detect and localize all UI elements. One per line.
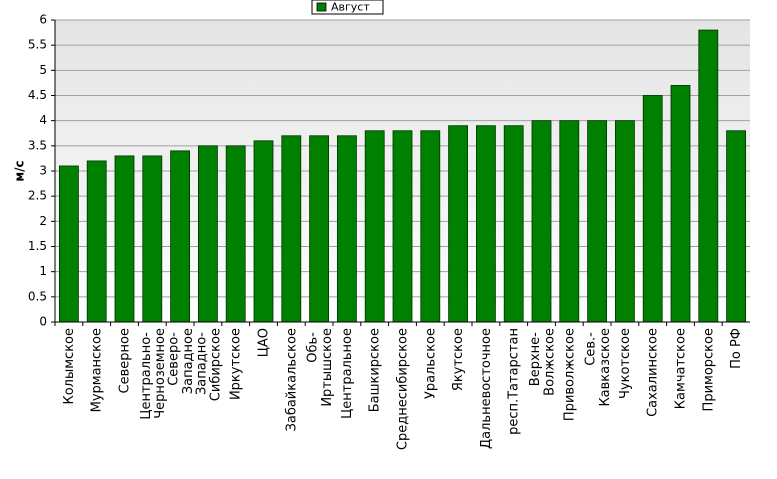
bar: [114, 155, 135, 323]
bar: [170, 150, 191, 323]
x-tick-label: Чукотское: [618, 328, 633, 399]
y-tick-label: 0: [39, 315, 47, 329]
x-tick-label: Центральное: [340, 328, 355, 419]
y-tick-label: 1: [39, 264, 47, 278]
bar: [142, 155, 163, 323]
y-tick-label: 3: [39, 164, 47, 178]
bar: [225, 145, 246, 323]
bar: [336, 135, 357, 323]
y-tick-label: 6: [39, 13, 47, 27]
bar: [698, 29, 719, 323]
bar: [670, 85, 691, 323]
x-tick-label: Сев.- Кавказское: [584, 328, 613, 407]
x-tick-label: Колымское: [62, 328, 77, 405]
x-tick-label: Среднесибирское: [396, 328, 411, 450]
x-tick-label: Дальневосточное: [479, 328, 494, 449]
x-tick-label: Западно- Сибирское: [194, 328, 223, 401]
y-tick-label: 1.5: [28, 239, 47, 253]
bar: [615, 120, 635, 323]
x-tick-label: Забайкальское: [284, 328, 299, 431]
y-tick-label: 3.5: [28, 138, 47, 152]
bar: [309, 135, 330, 323]
x-tick-label: Башкирское: [368, 328, 383, 412]
y-tick-label: 4: [39, 113, 47, 127]
bar: [59, 165, 79, 323]
x-tick-label: Иркутское: [229, 328, 244, 400]
legend-label: Август: [331, 1, 370, 14]
y-tick-label: 2.5: [28, 189, 47, 203]
x-tick-label: Приморское: [701, 328, 716, 411]
bar: [281, 135, 302, 323]
bar: [448, 125, 469, 323]
x-tick-label: Северное: [118, 328, 133, 393]
legend-swatch: [316, 2, 327, 12]
x-tick-label: Сахалинское: [646, 328, 661, 417]
bar: [392, 130, 413, 323]
x-tick-label: Камчатское: [674, 328, 689, 409]
bar: [364, 130, 385, 323]
y-tick-label: 2: [39, 214, 47, 228]
y-tick-label: 5.5: [28, 38, 47, 52]
x-tick-label: Центрально- Черноземное: [139, 328, 168, 420]
bar: [503, 125, 524, 323]
legend: Август: [311, 0, 384, 15]
bar: [197, 145, 218, 323]
bar: [587, 120, 607, 323]
x-tick-label: Северо- Западное: [167, 328, 196, 394]
x-tick-label: Якутское: [451, 328, 466, 391]
bar: [253, 140, 274, 323]
x-tick-label: Обь- Иртышское: [306, 328, 335, 407]
bar: [531, 120, 552, 323]
bar: [726, 130, 746, 323]
bar: [86, 160, 107, 323]
y-tick-label: 0.5: [28, 289, 47, 303]
x-tick-label: Мурманское: [90, 328, 105, 412]
y-tick-label: 4.5: [28, 88, 47, 102]
y-tick-label: 5: [39, 63, 47, 77]
x-tick-label: ЦАО: [257, 328, 272, 357]
bar: [642, 95, 663, 323]
x-tick-label: Приволжское: [562, 328, 577, 421]
x-tick-label: По РФ: [729, 328, 744, 369]
bar: [475, 125, 496, 323]
bar: [559, 120, 580, 323]
x-tick-label: респ.Татарстан: [507, 328, 522, 435]
bar: [420, 130, 441, 323]
x-tick-label: Верхне- Волжское: [528, 328, 557, 396]
y-axis-label: м/с: [13, 160, 27, 181]
legend-box: [311, 0, 384, 15]
x-tick-label: Уральское: [423, 328, 438, 399]
